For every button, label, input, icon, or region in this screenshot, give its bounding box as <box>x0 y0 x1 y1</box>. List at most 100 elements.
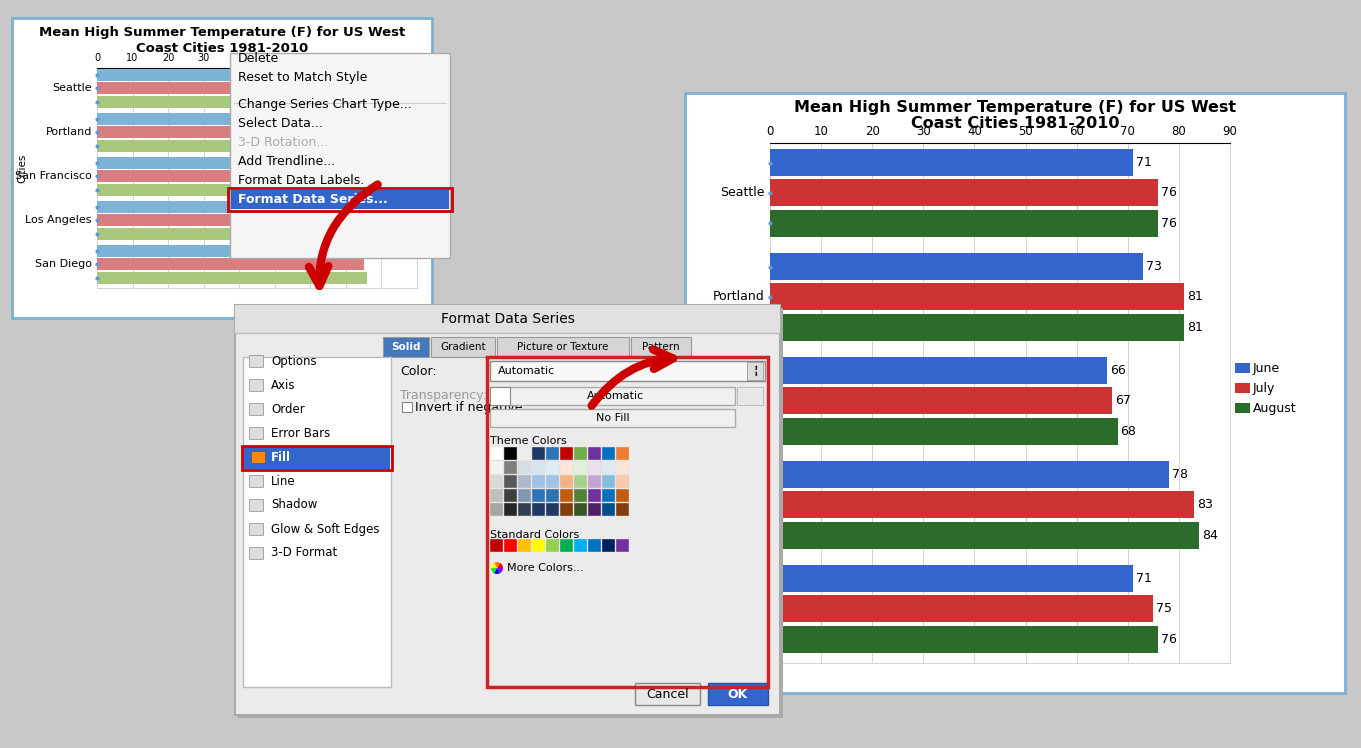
Bar <box>504 489 517 502</box>
Bar <box>738 387 764 405</box>
Bar <box>490 447 504 460</box>
Text: 10: 10 <box>127 53 139 63</box>
Bar <box>546 475 559 488</box>
Wedge shape <box>491 562 497 568</box>
Bar <box>97 258 363 270</box>
Text: Theme Colors: Theme Colors <box>490 436 566 446</box>
Bar <box>490 489 504 502</box>
Bar <box>97 227 396 239</box>
Bar <box>504 475 517 488</box>
Text: 76: 76 <box>1161 633 1177 646</box>
Bar <box>559 489 573 502</box>
Text: Invert if negative: Invert if negative <box>415 400 523 414</box>
Bar <box>588 503 602 516</box>
Bar <box>504 461 517 474</box>
Text: Portland: Portland <box>713 290 765 303</box>
Text: San Diego: San Diego <box>35 260 93 269</box>
Bar <box>231 190 449 209</box>
Bar <box>559 503 573 516</box>
Text: Line: Line <box>271 474 295 488</box>
Bar <box>770 180 1158 206</box>
Bar <box>602 539 615 552</box>
Text: Color:: Color: <box>400 364 437 378</box>
Text: 71: 71 <box>1136 156 1151 169</box>
Bar <box>401 402 412 412</box>
Bar <box>617 475 629 488</box>
Bar <box>532 539 544 552</box>
Bar <box>636 683 700 705</box>
Text: Cities: Cities <box>689 376 701 410</box>
Bar <box>588 489 602 502</box>
Text: 70: 70 <box>1120 125 1135 138</box>
Text: 84: 84 <box>1202 529 1218 542</box>
Text: Seattle: Seattle <box>52 83 93 94</box>
Bar <box>244 357 391 687</box>
Bar <box>490 387 735 405</box>
Bar <box>235 305 780 715</box>
Bar <box>249 379 263 391</box>
Text: Cities: Cities <box>16 153 27 183</box>
Bar <box>431 337 495 357</box>
Bar <box>546 503 559 516</box>
Bar <box>97 113 357 125</box>
Text: July: July <box>1253 381 1275 394</box>
Bar <box>770 521 1199 548</box>
Text: Portland: Portland <box>46 127 93 138</box>
Text: Automatic: Automatic <box>498 366 555 376</box>
Bar <box>546 539 559 552</box>
Bar <box>249 427 263 439</box>
Bar <box>249 523 263 535</box>
Text: 50: 50 <box>1018 125 1033 138</box>
Text: 78: 78 <box>1172 468 1188 481</box>
Bar <box>602 503 615 516</box>
Wedge shape <box>491 568 497 573</box>
Bar <box>770 149 1132 176</box>
Text: Format Data Labels.: Format Data Labels. <box>238 174 365 187</box>
Bar <box>588 461 602 474</box>
Bar <box>574 475 587 488</box>
Bar <box>519 489 531 502</box>
Bar <box>97 69 350 81</box>
Bar <box>770 595 1153 622</box>
Bar <box>238 308 783 718</box>
Text: More Colors...: More Colors... <box>508 563 584 573</box>
Text: 90: 90 <box>1222 125 1237 138</box>
Bar <box>97 184 339 195</box>
Bar <box>490 387 510 405</box>
Text: Los Angeles: Los Angeles <box>26 215 93 225</box>
Text: Cancel: Cancel <box>646 687 689 700</box>
Text: Fill: Fill <box>271 450 291 464</box>
Wedge shape <box>494 568 499 574</box>
Bar <box>519 475 531 488</box>
Bar <box>770 417 1117 444</box>
Bar <box>559 447 573 460</box>
Text: Coast Cities 1981-2010: Coast Cities 1981-2010 <box>136 41 308 55</box>
Text: Axis: Axis <box>271 378 295 391</box>
Text: June: June <box>1253 361 1281 375</box>
Bar <box>747 362 764 380</box>
Text: 60: 60 <box>1070 125 1085 138</box>
Bar <box>490 475 504 488</box>
Bar <box>490 539 504 552</box>
Bar <box>770 209 1158 236</box>
Bar <box>382 337 429 357</box>
Text: 73: 73 <box>1146 260 1162 273</box>
Bar <box>532 489 544 502</box>
Bar <box>559 539 573 552</box>
Bar <box>546 447 559 460</box>
Text: Delete: Delete <box>238 52 279 65</box>
Bar <box>617 461 629 474</box>
Text: 50: 50 <box>268 53 280 63</box>
Text: 40: 40 <box>968 125 981 138</box>
Text: 3-D Rotation...: 3-D Rotation... <box>238 136 328 149</box>
Bar <box>519 539 531 552</box>
Text: San Diego: San Diego <box>701 602 765 616</box>
Text: 66: 66 <box>1111 364 1126 377</box>
Bar <box>249 403 263 415</box>
Text: Order: Order <box>271 402 305 415</box>
Bar <box>97 245 350 257</box>
Text: Mean High Summer Temperature (F) for US West: Mean High Summer Temperature (F) for US … <box>793 99 1236 114</box>
Text: 80: 80 <box>376 53 388 63</box>
Bar <box>490 503 504 516</box>
Text: 60: 60 <box>305 53 317 63</box>
